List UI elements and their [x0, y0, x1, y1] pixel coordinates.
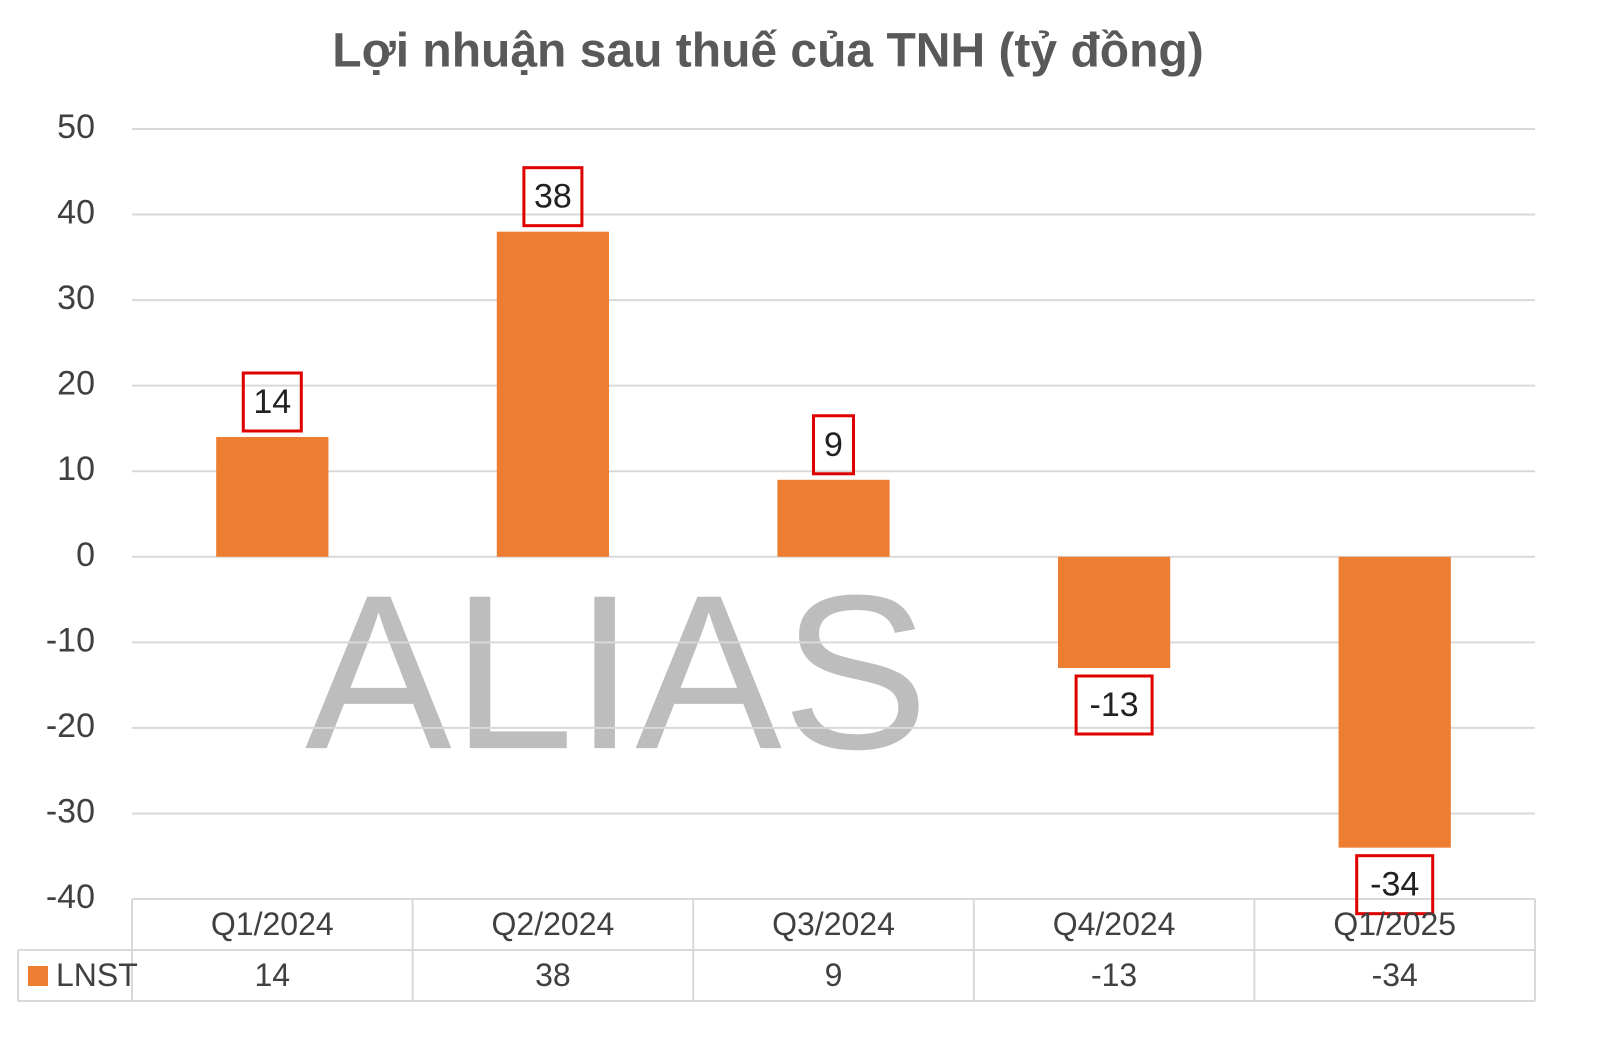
- data-label: 9: [824, 426, 843, 464]
- y-tick-label: -20: [46, 707, 95, 745]
- y-tick-label: 30: [57, 279, 95, 317]
- data-label-box: [1355, 854, 1435, 916]
- data-label-box: [1074, 674, 1154, 736]
- table-value: -13: [1091, 957, 1137, 993]
- bar: [1338, 556, 1451, 848]
- x-tick-label: Q3/2024: [772, 906, 895, 942]
- table-value: 14: [255, 957, 291, 993]
- y-tick-label: 50: [57, 108, 95, 146]
- table-value: 38: [535, 957, 571, 993]
- table-value: 9: [825, 957, 843, 993]
- x-tick-label: Q1/2024: [211, 906, 334, 942]
- y-tick-label: -10: [46, 621, 95, 659]
- bar: [1057, 556, 1171, 668]
- bar: [777, 479, 890, 557]
- data-label-box: [522, 166, 584, 228]
- data-label-box: [812, 414, 855, 476]
- data-label: -13: [1090, 686, 1139, 724]
- bar: [496, 231, 610, 557]
- legend-swatch: [28, 966, 48, 986]
- y-tick-label: -30: [46, 792, 95, 830]
- y-tick-label: 10: [57, 450, 95, 488]
- table-value: -34: [1372, 957, 1418, 993]
- data-label-box: [241, 371, 303, 433]
- y-tick-label: 0: [76, 536, 95, 574]
- data-label: 14: [253, 383, 291, 421]
- watermark: ALIAS: [305, 549, 929, 795]
- data-label: -34: [1370, 866, 1419, 904]
- legend-label: LNST: [56, 957, 138, 993]
- bar: [216, 437, 329, 557]
- x-tick-label: Q4/2024: [1053, 906, 1176, 942]
- y-tick-label: 40: [57, 194, 95, 232]
- data-label: 38: [534, 178, 572, 216]
- chart-title: Lợi nhuận sau thuế của TNH (tỷ đồng): [332, 25, 1203, 78]
- x-tick-label: Q2/2024: [492, 906, 615, 942]
- y-tick-label: -40: [46, 878, 95, 916]
- y-tick-label: 20: [57, 365, 95, 403]
- x-tick-label: Q1/2025: [1333, 906, 1456, 942]
